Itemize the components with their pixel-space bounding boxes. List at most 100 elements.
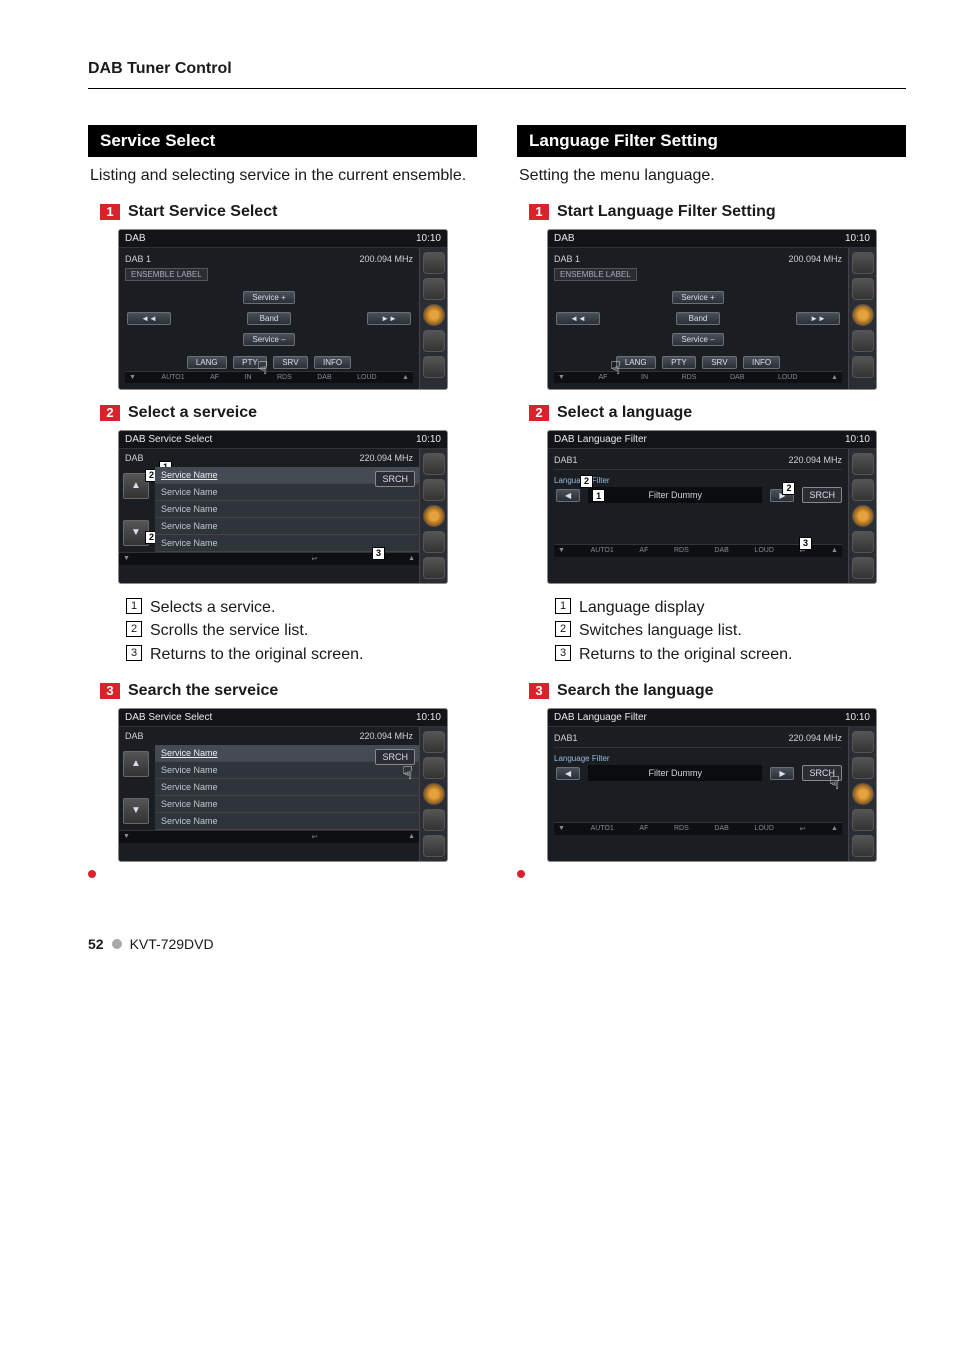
column-end-dot (517, 870, 525, 878)
step-number: 2 (100, 405, 120, 421)
ss-sub-right: 220.094 MHz (359, 453, 413, 463)
band-button[interactable]: Band (676, 312, 720, 325)
section-title-left: Service Select (88, 125, 477, 157)
prev-button[interactable]: ◄◄ (127, 312, 171, 325)
ss-titlebar: DAB Service Select 10:10 (119, 709, 447, 727)
intro-right: Setting the menu language. (517, 165, 906, 187)
status-af: AF (639, 547, 648, 554)
side-icons (848, 248, 876, 389)
step-number: 1 (100, 204, 120, 220)
lang-search-screen: DAB Language Filter 10:10 DAB1 220.094 M… (547, 708, 877, 862)
annotations-right: 1Language display 2Switches language lis… (555, 598, 906, 666)
callout-1: 1 (592, 489, 605, 502)
anno-text: Returns to the original screen. (579, 645, 792, 666)
service-minus-button[interactable]: Service – (243, 333, 294, 346)
ss-clock: 10:10 (845, 712, 870, 723)
info-button[interactable]: INFO (743, 356, 780, 369)
annotations-left: 1Selects a service. 2Scrolls the service… (126, 598, 477, 666)
ss-clock: 10:10 (416, 712, 441, 723)
ss-clock: 10:10 (416, 434, 441, 445)
status-dab: DAB (317, 374, 331, 381)
next-button[interactable]: ►► (367, 312, 411, 325)
ss-sub-left: DAB (125, 731, 144, 741)
srv-button[interactable]: SRV (273, 356, 307, 369)
status-loud: LOUD (778, 374, 797, 381)
status-dab: DAB (714, 547, 728, 554)
anno-num: 3 (555, 645, 571, 661)
page-number: 52 (88, 936, 104, 952)
band-button[interactable]: Band (247, 312, 291, 325)
anno-num: 1 (555, 598, 571, 614)
side-icons (848, 727, 876, 861)
status-bar: ▼ AUTO1 AF IN RDS DAB LOUD ▲ (125, 371, 413, 383)
footer-bullet-icon (112, 939, 122, 949)
service-plus-button[interactable]: Service + (672, 291, 724, 304)
bottom-bar: ▼↩▲ (119, 830, 419, 843)
section-title-right: Language Filter Setting (517, 125, 906, 157)
side-icons (848, 449, 876, 583)
srch-button[interactable]: SRCH (802, 487, 842, 503)
ss-sub-left: DAB 1 (125, 254, 151, 264)
dab-screen-left: DAB 10:10 DAB 1 200.094 MHz ENSEMBLE LAB… (118, 229, 448, 390)
filter-value: Filter Dummy (648, 490, 702, 500)
info-button[interactable]: INFO (314, 356, 351, 369)
step-number: 3 (529, 683, 549, 699)
service-row[interactable]: Service Name (155, 501, 419, 518)
srch-button[interactable]: SRCH (375, 471, 415, 487)
lang-prev-button[interactable]: ◀ (556, 489, 580, 502)
step3-left: 3 Search the serveice (100, 682, 477, 700)
status-dab: DAB (714, 825, 728, 832)
step2-right: 2 Select a language (529, 404, 906, 422)
header-rule (88, 88, 906, 89)
service-row[interactable]: Service Name (155, 518, 419, 535)
model-label: KVT-729DVD (130, 936, 214, 952)
status-rds: RDS (277, 374, 292, 381)
pty-button[interactable]: PTY (662, 356, 696, 369)
right-column: Language Filter Setting Setting the menu… (517, 125, 906, 876)
status-bar: ▼ AUTO1 AF RDS DAB 3 LOUD ↩▲ (554, 544, 842, 557)
page-header: DAB Tuner Control (88, 60, 906, 84)
service-minus-button[interactable]: Service – (672, 333, 723, 346)
ss-titlebar: DAB Language Filter 10:10 (548, 431, 876, 449)
lang-next-button[interactable]: ▶ 2 (770, 489, 794, 502)
srv-button[interactable]: SRV (702, 356, 736, 369)
step-title: Start Language Filter Setting (557, 203, 776, 221)
lang-display: 1 Filter Dummy (588, 487, 762, 503)
anno-text: Language display (579, 598, 704, 619)
service-row[interactable]: Service Name (155, 796, 419, 813)
status-af: AF (210, 374, 219, 381)
status-in: IN (245, 374, 252, 381)
step3-right: 3 Search the language (529, 682, 906, 700)
step-number: 3 (100, 683, 120, 699)
ss-title-text: DAB (554, 233, 575, 244)
service-plus-button[interactable]: Service + (243, 291, 295, 304)
anno-text: Selects a service. (150, 598, 275, 619)
ss-titlebar: DAB Service Select 10:10 (119, 431, 447, 449)
service-row[interactable]: Service Name (155, 813, 419, 830)
status-rds: RDS (674, 547, 689, 554)
ss-titlebar: DAB Language Filter 10:10 (548, 709, 876, 727)
service-row[interactable]: Service Name (155, 779, 419, 796)
scroll-up-button[interactable]: ▲ (123, 751, 149, 777)
scroll-down-button[interactable]: ▼ (123, 798, 149, 824)
step-number: 1 (529, 204, 549, 220)
lang-button[interactable]: LANG (187, 356, 227, 369)
step-number: 2 (529, 405, 549, 421)
lang-next-button[interactable]: ▶ (770, 767, 794, 780)
lang-prev-button[interactable]: ◀ (556, 767, 580, 780)
intro-left: Listing and selecting service in the cur… (88, 165, 477, 187)
callout-2b: 2 (782, 482, 795, 495)
lang-filter-label: Language Filter (554, 754, 842, 763)
lang-button[interactable]: LANG (616, 356, 656, 369)
anno-num: 2 (555, 621, 571, 637)
ss-title-text: DAB Service Select (125, 434, 212, 445)
prev-button[interactable]: ◄◄ (556, 312, 600, 325)
status-bar: ▼ AUTO1 AF RDS DAB LOUD ↩▲ (554, 822, 842, 835)
status-auto: AUTO1 (591, 547, 614, 554)
step-title: Start Service Select (128, 203, 277, 221)
ss-title-text: DAB Service Select (125, 712, 212, 723)
status-rds: RDS (674, 825, 689, 832)
status-loud: LOUD (754, 825, 773, 832)
next-button[interactable]: ►► (796, 312, 840, 325)
ss-titlebar: DAB 10:10 (119, 230, 447, 248)
